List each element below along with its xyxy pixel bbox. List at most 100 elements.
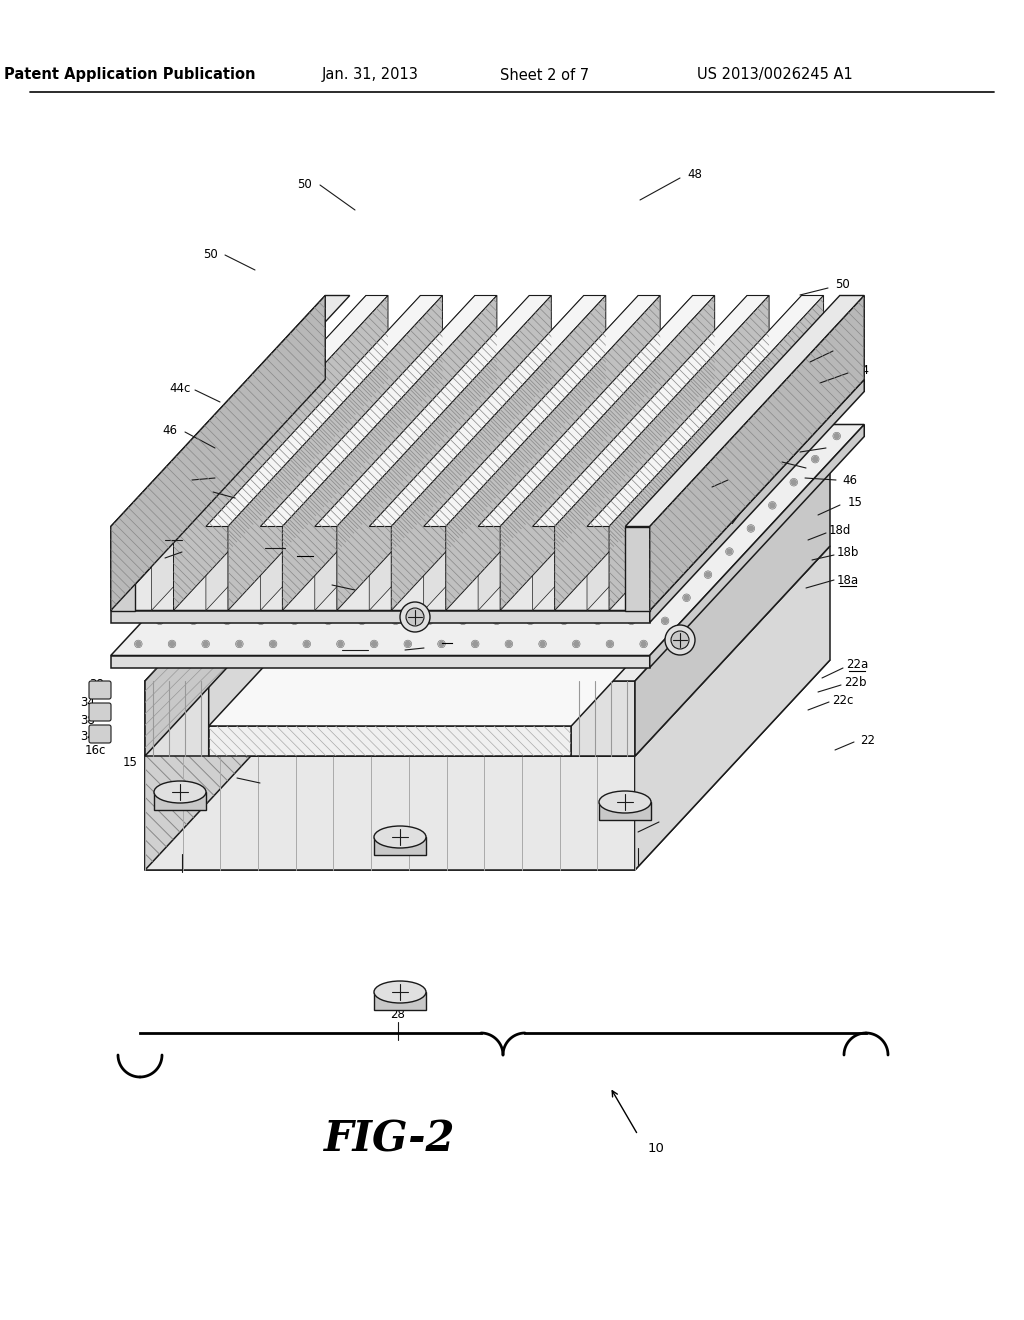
Polygon shape — [111, 296, 350, 527]
Circle shape — [604, 572, 609, 577]
Polygon shape — [650, 380, 864, 623]
Circle shape — [301, 572, 306, 577]
Circle shape — [264, 503, 269, 508]
Circle shape — [564, 433, 569, 438]
Circle shape — [427, 618, 432, 623]
Circle shape — [592, 549, 597, 554]
Circle shape — [767, 433, 772, 438]
Text: 30: 30 — [368, 615, 382, 628]
Circle shape — [421, 479, 426, 484]
Text: 38: 38 — [90, 678, 104, 692]
Circle shape — [492, 549, 496, 554]
Circle shape — [699, 433, 705, 438]
Circle shape — [835, 433, 840, 438]
Circle shape — [190, 618, 196, 623]
Polygon shape — [314, 296, 529, 610]
Text: 16: 16 — [328, 801, 342, 814]
Text: 30: 30 — [681, 611, 695, 624]
Circle shape — [546, 525, 551, 531]
Circle shape — [626, 549, 631, 554]
Circle shape — [203, 642, 208, 647]
Polygon shape — [650, 425, 864, 668]
Circle shape — [267, 572, 272, 577]
Circle shape — [727, 549, 732, 554]
Circle shape — [715, 525, 720, 531]
Circle shape — [387, 479, 392, 484]
Text: 18a: 18a — [837, 573, 859, 586]
Circle shape — [736, 503, 741, 508]
Circle shape — [369, 572, 374, 577]
Text: 18b: 18b — [837, 546, 859, 560]
Polygon shape — [228, 296, 442, 610]
Polygon shape — [111, 527, 135, 610]
Circle shape — [445, 525, 451, 531]
Circle shape — [504, 572, 508, 577]
Polygon shape — [283, 296, 497, 610]
Circle shape — [372, 642, 377, 647]
Circle shape — [359, 618, 365, 623]
Circle shape — [702, 503, 708, 508]
Circle shape — [595, 618, 600, 623]
Circle shape — [638, 572, 643, 577]
Polygon shape — [370, 296, 606, 527]
Text: 16d: 16d — [427, 642, 450, 655]
Polygon shape — [111, 296, 326, 610]
Circle shape — [510, 457, 514, 462]
Circle shape — [476, 457, 481, 462]
Polygon shape — [571, 471, 830, 681]
Polygon shape — [424, 296, 638, 610]
Circle shape — [706, 572, 711, 577]
FancyBboxPatch shape — [89, 681, 111, 700]
Polygon shape — [152, 296, 366, 610]
Circle shape — [567, 503, 572, 508]
Text: 16a: 16a — [209, 771, 231, 784]
Text: 46: 46 — [833, 441, 848, 454]
Ellipse shape — [374, 826, 426, 847]
Circle shape — [498, 433, 503, 438]
Circle shape — [353, 479, 358, 484]
Text: 18c: 18c — [422, 602, 443, 615]
Circle shape — [221, 549, 226, 554]
Circle shape — [224, 618, 229, 623]
Circle shape — [461, 618, 466, 623]
Circle shape — [356, 549, 361, 554]
Polygon shape — [374, 837, 426, 855]
Circle shape — [158, 618, 162, 623]
Text: FIG-2: FIG-2 — [325, 1119, 456, 1162]
Polygon shape — [152, 296, 388, 527]
Circle shape — [561, 618, 566, 623]
Circle shape — [779, 457, 784, 462]
Circle shape — [549, 595, 554, 601]
Polygon shape — [587, 296, 802, 610]
Circle shape — [406, 642, 411, 647]
Circle shape — [347, 595, 352, 601]
Circle shape — [289, 549, 294, 554]
Circle shape — [613, 525, 618, 531]
Circle shape — [650, 595, 655, 601]
Circle shape — [467, 503, 472, 508]
Polygon shape — [571, 681, 635, 756]
Circle shape — [535, 503, 539, 508]
Circle shape — [516, 595, 520, 601]
Circle shape — [402, 572, 408, 577]
Circle shape — [237, 642, 242, 647]
Text: 20a: 20a — [294, 544, 316, 557]
Text: 28: 28 — [390, 1008, 406, 1022]
Text: 20b: 20b — [307, 578, 329, 591]
Circle shape — [513, 525, 517, 531]
Ellipse shape — [374, 981, 426, 1003]
Polygon shape — [478, 296, 692, 610]
Text: 18: 18 — [732, 474, 748, 487]
Text: 20b: 20b — [184, 486, 206, 499]
Circle shape — [531, 433, 536, 438]
Polygon shape — [145, 681, 209, 756]
Polygon shape — [209, 726, 571, 756]
Circle shape — [632, 433, 637, 438]
Circle shape — [479, 525, 484, 531]
Circle shape — [412, 525, 417, 531]
Circle shape — [616, 595, 622, 601]
Polygon shape — [370, 296, 584, 610]
Circle shape — [400, 602, 430, 632]
Polygon shape — [154, 792, 206, 810]
Text: 24: 24 — [381, 598, 395, 611]
